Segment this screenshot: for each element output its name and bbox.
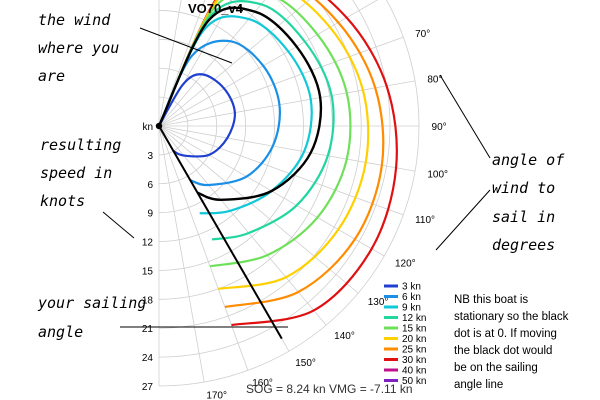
speed-tick-15: 15 — [142, 266, 154, 277]
polar-curve-6-kn — [158, 39, 281, 187]
polar-curve-25-kn — [158, 0, 385, 309]
legend-label-12-kn: 12 kn — [402, 313, 426, 324]
note-line-1: NB this boat is — [454, 294, 528, 306]
angle-tick-70: 70° — [415, 29, 430, 40]
speed-tick-kn: kn — [142, 122, 153, 133]
annotation-angle-line-3: sail in — [492, 208, 555, 226]
legend-label-6-kn: 6 kn — [402, 292, 421, 303]
annotation-angle-line-2: wind to — [492, 179, 555, 197]
legend-label-25-kn: 25 kn — [402, 345, 426, 356]
angle-tick-100: 100° — [427, 169, 448, 180]
note-line-5: be on the sailing — [454, 362, 538, 374]
polar-curve-20-kn — [158, 0, 370, 290]
polar-curves — [155, 0, 398, 340]
angle-spoke-40 — [158, 0, 266, 127]
angle-tick-160: 160° — [252, 378, 273, 389]
annotation-speed-line-3: knots — [40, 192, 85, 210]
annotation-wind-line-1: the wind — [38, 11, 111, 29]
polar-curve-30-kn — [158, 0, 398, 327]
boat-position-dot — [155, 122, 163, 130]
status-readout: SOG = 8.24 kn VMG = -7.11 kn — [246, 382, 413, 396]
polar-grid — [158, 0, 420, 387]
annotation-speed-pointer — [102, 211, 135, 239]
legend-label-30-kn: 30 kn — [402, 355, 426, 366]
note-line-2: stationary so the black — [454, 311, 569, 323]
annotation-sailing: your sailing angle — [37, 294, 288, 341]
annotation-speed-line-1: resulting — [40, 136, 121, 154]
annotation-wind: the wind where you are — [38, 11, 233, 85]
angle-tick-130: 130° — [368, 297, 389, 308]
speed-tick-3: 3 — [147, 151, 153, 162]
angle-tick-80: 80° — [427, 75, 442, 86]
annotation-wind-pointer — [139, 27, 233, 64]
legend-label-40-kn: 40 kn — [402, 366, 426, 377]
annotation-angle-line-1: angle of — [492, 151, 565, 169]
polar-curve-9-kn — [158, 15, 313, 215]
annotation-angle-pointer-bottom — [435, 189, 491, 251]
angle-spoke-100 — [158, 125, 416, 172]
angle-tick-140: 140° — [334, 331, 355, 342]
legend-label-15-kn: 15 kn — [402, 324, 426, 335]
legend-label-9-kn: 9 kn — [402, 303, 421, 314]
annotation-speed: resulting speed in knots — [40, 136, 135, 239]
speed-tick-18: 18 — [142, 295, 154, 306]
annotation-speed-line-2: speed in — [40, 164, 112, 182]
angle-spoke-20 — [158, 0, 206, 127]
angle-spoke-50 — [158, 0, 310, 127]
angle-tick-90: 90° — [432, 122, 447, 133]
speed-tick-9: 9 — [147, 209, 153, 220]
speed-tick-6: 6 — [147, 180, 153, 191]
angle-spoke-10 — [158, 0, 182, 127]
sailing-angle-line — [158, 125, 283, 340]
note-text: NB this boat is stationary so the black … — [454, 294, 569, 391]
annotation-sailing-line-1: your sailing — [37, 294, 146, 312]
angle-tick-120: 120° — [395, 258, 416, 269]
speed-tick-24: 24 — [142, 353, 154, 364]
polar-curve-12-kn — [158, 0, 335, 241]
legend-label-3-kn: 3 kn — [402, 282, 421, 293]
angle-spoke-110 — [158, 125, 404, 216]
speed-tick-21: 21 — [142, 324, 154, 335]
annotation-sailing-line-2: angle — [38, 323, 83, 341]
note-line-4: the black dot would — [454, 345, 552, 357]
legend-label-50-kn: 50 kn — [402, 376, 426, 387]
angle-spoke-130 — [158, 125, 359, 294]
note-line-6: angle line — [454, 379, 503, 391]
note-line-3: dot is at 0. If moving — [454, 328, 557, 340]
annotation-angle: angle of wind to sail in degrees — [435, 74, 565, 254]
annotation-wind-line-3: are — [38, 67, 65, 85]
angle-tick-150: 150° — [295, 358, 316, 369]
legend-label-20-kn: 20 kn — [402, 334, 426, 345]
annotation-angle-line-4: degrees — [492, 236, 555, 254]
angle-spoke-80 — [158, 80, 416, 127]
polar-curve-3-kn — [158, 73, 236, 158]
angle-tick-110: 110° — [415, 215, 435, 226]
annotation-wind-line-2: where you — [38, 39, 119, 57]
angle-spoke-160 — [158, 125, 249, 371]
chart-title: VO70_v4 — [188, 1, 244, 16]
polar-curve-15-kn — [158, 0, 352, 268]
annotation-angle-pointer-top — [439, 74, 491, 159]
angle-spoke-170 — [158, 125, 205, 383]
angle-tick-170: 170° — [206, 390, 227, 400]
angle-spoke-70 — [158, 36, 404, 127]
speed-tick-12: 12 — [142, 238, 154, 249]
current-wind-curve — [157, 6, 323, 201]
speed-tick-27: 27 — [142, 382, 154, 393]
axis-labels: kn36912151821242720°30°40°50°60°70°80°90… — [142, 29, 448, 400]
